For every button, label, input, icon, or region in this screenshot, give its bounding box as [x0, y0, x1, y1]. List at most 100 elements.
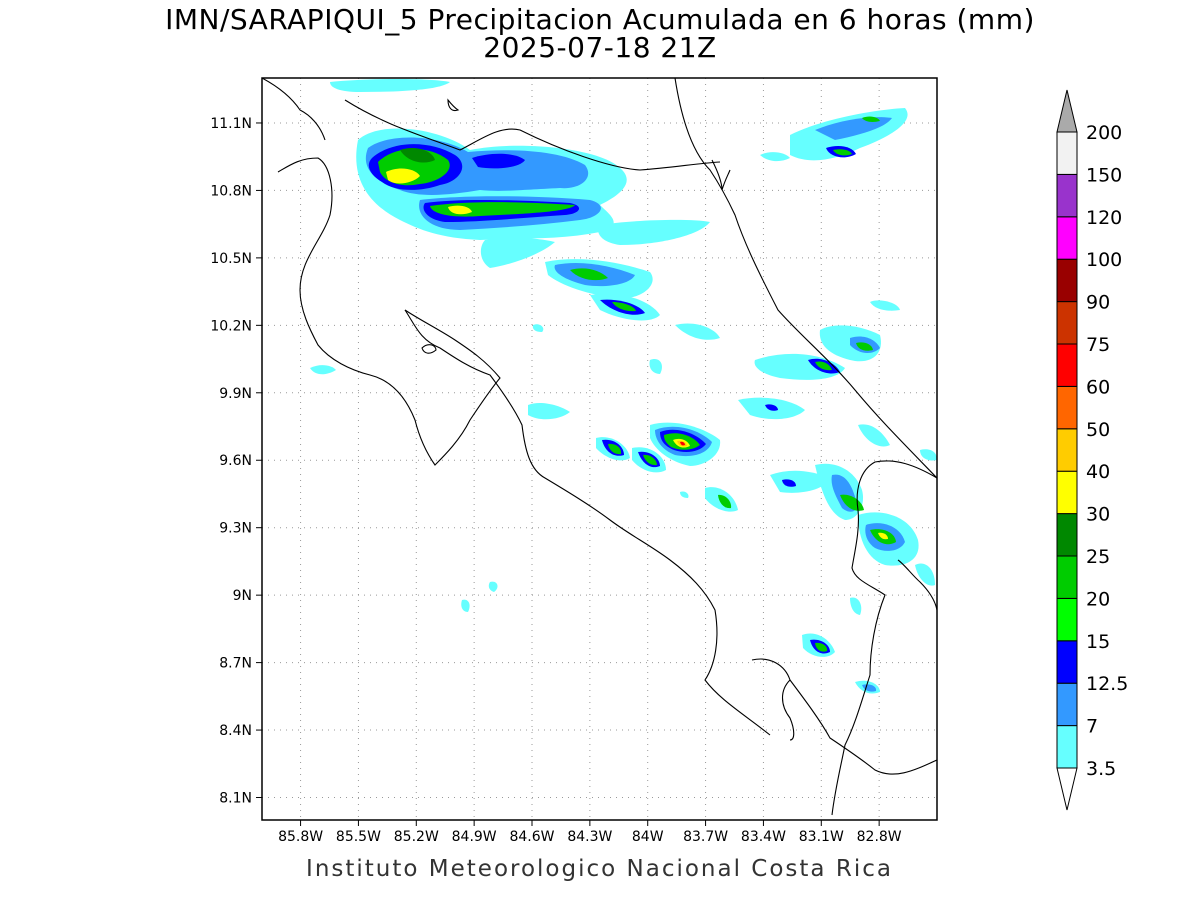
caribbean-coast: [674, 78, 937, 479]
colorbar-legend: 3.5 7 12.5 15 20 25 30 40 50 60 75 90 100 120 150 200: [1056, 89, 1128, 811]
nicaragua-lake-shore: [262, 78, 326, 141]
rain-cell-12.5: [765, 404, 778, 411]
rain-cell-12.5: [782, 479, 796, 487]
rain-cell-30: [878, 532, 888, 540]
colorbar-label: 15: [1086, 631, 1110, 653]
lat-tick-label: 8.7N: [219, 656, 252, 672]
colorbar-box: [1056, 555, 1078, 599]
rain-cell-7: [815, 117, 892, 140]
colorbar-box: [1056, 682, 1078, 727]
colorbar-label: 120: [1086, 207, 1122, 229]
rain-cell-3.5: [330, 79, 450, 92]
colorbar-label: 30: [1086, 504, 1110, 526]
lat-tick-label: 8.1N: [219, 791, 252, 807]
rain-cell-3.5: [461, 599, 470, 612]
colorbar-box: [1056, 343, 1078, 387]
map-frame: [261, 77, 938, 821]
rain-cell-20: [718, 494, 732, 509]
rain-cell-3.5: [858, 424, 890, 447]
longitude-axis: 85.8W 85.5W 85.2W 84.9W 84.6W 84.3W 84W 83.7W 83…: [278, 820, 902, 845]
map-footer: Instituto Meteorologico Nacional Costa R…: [306, 856, 893, 882]
colorbar-box: [1056, 173, 1078, 218]
lat-tick-label: 9N: [233, 588, 252, 604]
colorbar-box: [1056, 216, 1078, 260]
nicoya-gulf: [404, 309, 771, 736]
rain-cell-3.5: [532, 324, 544, 332]
colorbar-box: [1056, 258, 1078, 303]
colorbar-under-triangle: [1056, 767, 1078, 811]
rain-cell-3.5: [770, 470, 830, 493]
colorbar-box: [1056, 301, 1078, 345]
colorbar-box: [1056, 725, 1078, 769]
rain-cell-20: [815, 642, 828, 652]
rain-cell-3.5: [915, 563, 935, 586]
colorbar-label: 25: [1086, 546, 1110, 568]
lon-tick-label: 82.8W: [857, 829, 902, 845]
lon-tick-label: 85.8W: [278, 829, 323, 845]
rain-cell-30: [386, 168, 420, 184]
lon-tick-label: 83.7W: [683, 829, 728, 845]
colorbar-box: [1056, 597, 1078, 642]
rain-cell-20: [570, 268, 608, 281]
colorbar-box: [1056, 470, 1078, 515]
lake-detail: [447, 98, 460, 112]
rain-cell-30: [448, 205, 472, 215]
rain-cell-3.5: [649, 359, 662, 374]
map-subtitle: 2025-07-18 21Z: [483, 31, 717, 64]
colorbar-label: 20: [1086, 588, 1110, 610]
rain-cell-20: [815, 361, 832, 371]
map-grid: [262, 78, 937, 820]
nicoya-island: [421, 344, 437, 354]
rain-cell-20: [856, 342, 873, 351]
rain-cell-3.5: [480, 237, 555, 268]
colorbar-box: [1056, 131, 1078, 175]
lon-tick-label: 84W: [632, 829, 664, 845]
lat-tick-label: 10.2N: [210, 318, 252, 334]
lon-tick-label: 84.9W: [452, 829, 497, 845]
lon-tick-label: 85.5W: [336, 829, 381, 845]
colorbar-label: 60: [1086, 376, 1110, 398]
lon-tick-label: 83.4W: [741, 829, 786, 845]
colorbar-label: 3.5: [1086, 758, 1116, 780]
panama-border: [831, 460, 937, 816]
pacific-coast-north: [277, 157, 501, 466]
lon-tick-label: 84.6W: [509, 829, 554, 845]
nicaragua-border: [344, 99, 721, 171]
rain-cell-20: [862, 116, 880, 122]
rain-cell-20: [608, 443, 622, 455]
rain-cell-25: [400, 148, 435, 163]
rain-cell-3.5: [310, 365, 336, 375]
colorbar-over-triangle: [1056, 89, 1078, 133]
rain-cell-3.5: [870, 300, 900, 311]
rain-cell-3.5: [850, 597, 862, 615]
lat-tick-label: 10.8N: [210, 183, 252, 199]
osa-peninsula: [751, 658, 937, 775]
rain-cell-20: [833, 149, 852, 156]
colorbar-label: 7: [1086, 716, 1098, 738]
lat-tick-label: 10.5N: [210, 251, 252, 267]
bocas-detail: [897, 559, 937, 611]
rain-cell-3.5: [488, 581, 498, 592]
rain-cell-20: [643, 454, 657, 466]
colorbar-box: [1056, 513, 1078, 557]
lat-tick-label: 11.1N: [210, 116, 252, 132]
colorbar-label: 100: [1086, 249, 1122, 271]
rain-cell-7: [862, 684, 877, 692]
colorbar-label: 200: [1086, 122, 1122, 144]
colorbar-label: 40: [1086, 461, 1110, 483]
colorbar-label: 75: [1086, 334, 1110, 356]
colorbar-box: [1056, 428, 1078, 472]
rain-cell-60: [680, 441, 685, 446]
colorbar-label: 50: [1086, 419, 1110, 441]
rain-cell-3.5: [760, 152, 790, 162]
map-title: IMN/SARAPIQUI_5 Precipitacion Acumulada …: [165, 3, 1035, 36]
lon-tick-label: 83.1W: [799, 829, 844, 845]
lat-tick-label: 9.3N: [219, 521, 252, 537]
rain-cell-20: [612, 302, 636, 312]
rain-cell-3.5: [675, 323, 720, 340]
precipitation-field: [310, 79, 937, 694]
rain-cell-12.5: [472, 153, 525, 169]
colorbar-label: 90: [1086, 292, 1110, 314]
rain-cell-3.5: [680, 491, 689, 498]
